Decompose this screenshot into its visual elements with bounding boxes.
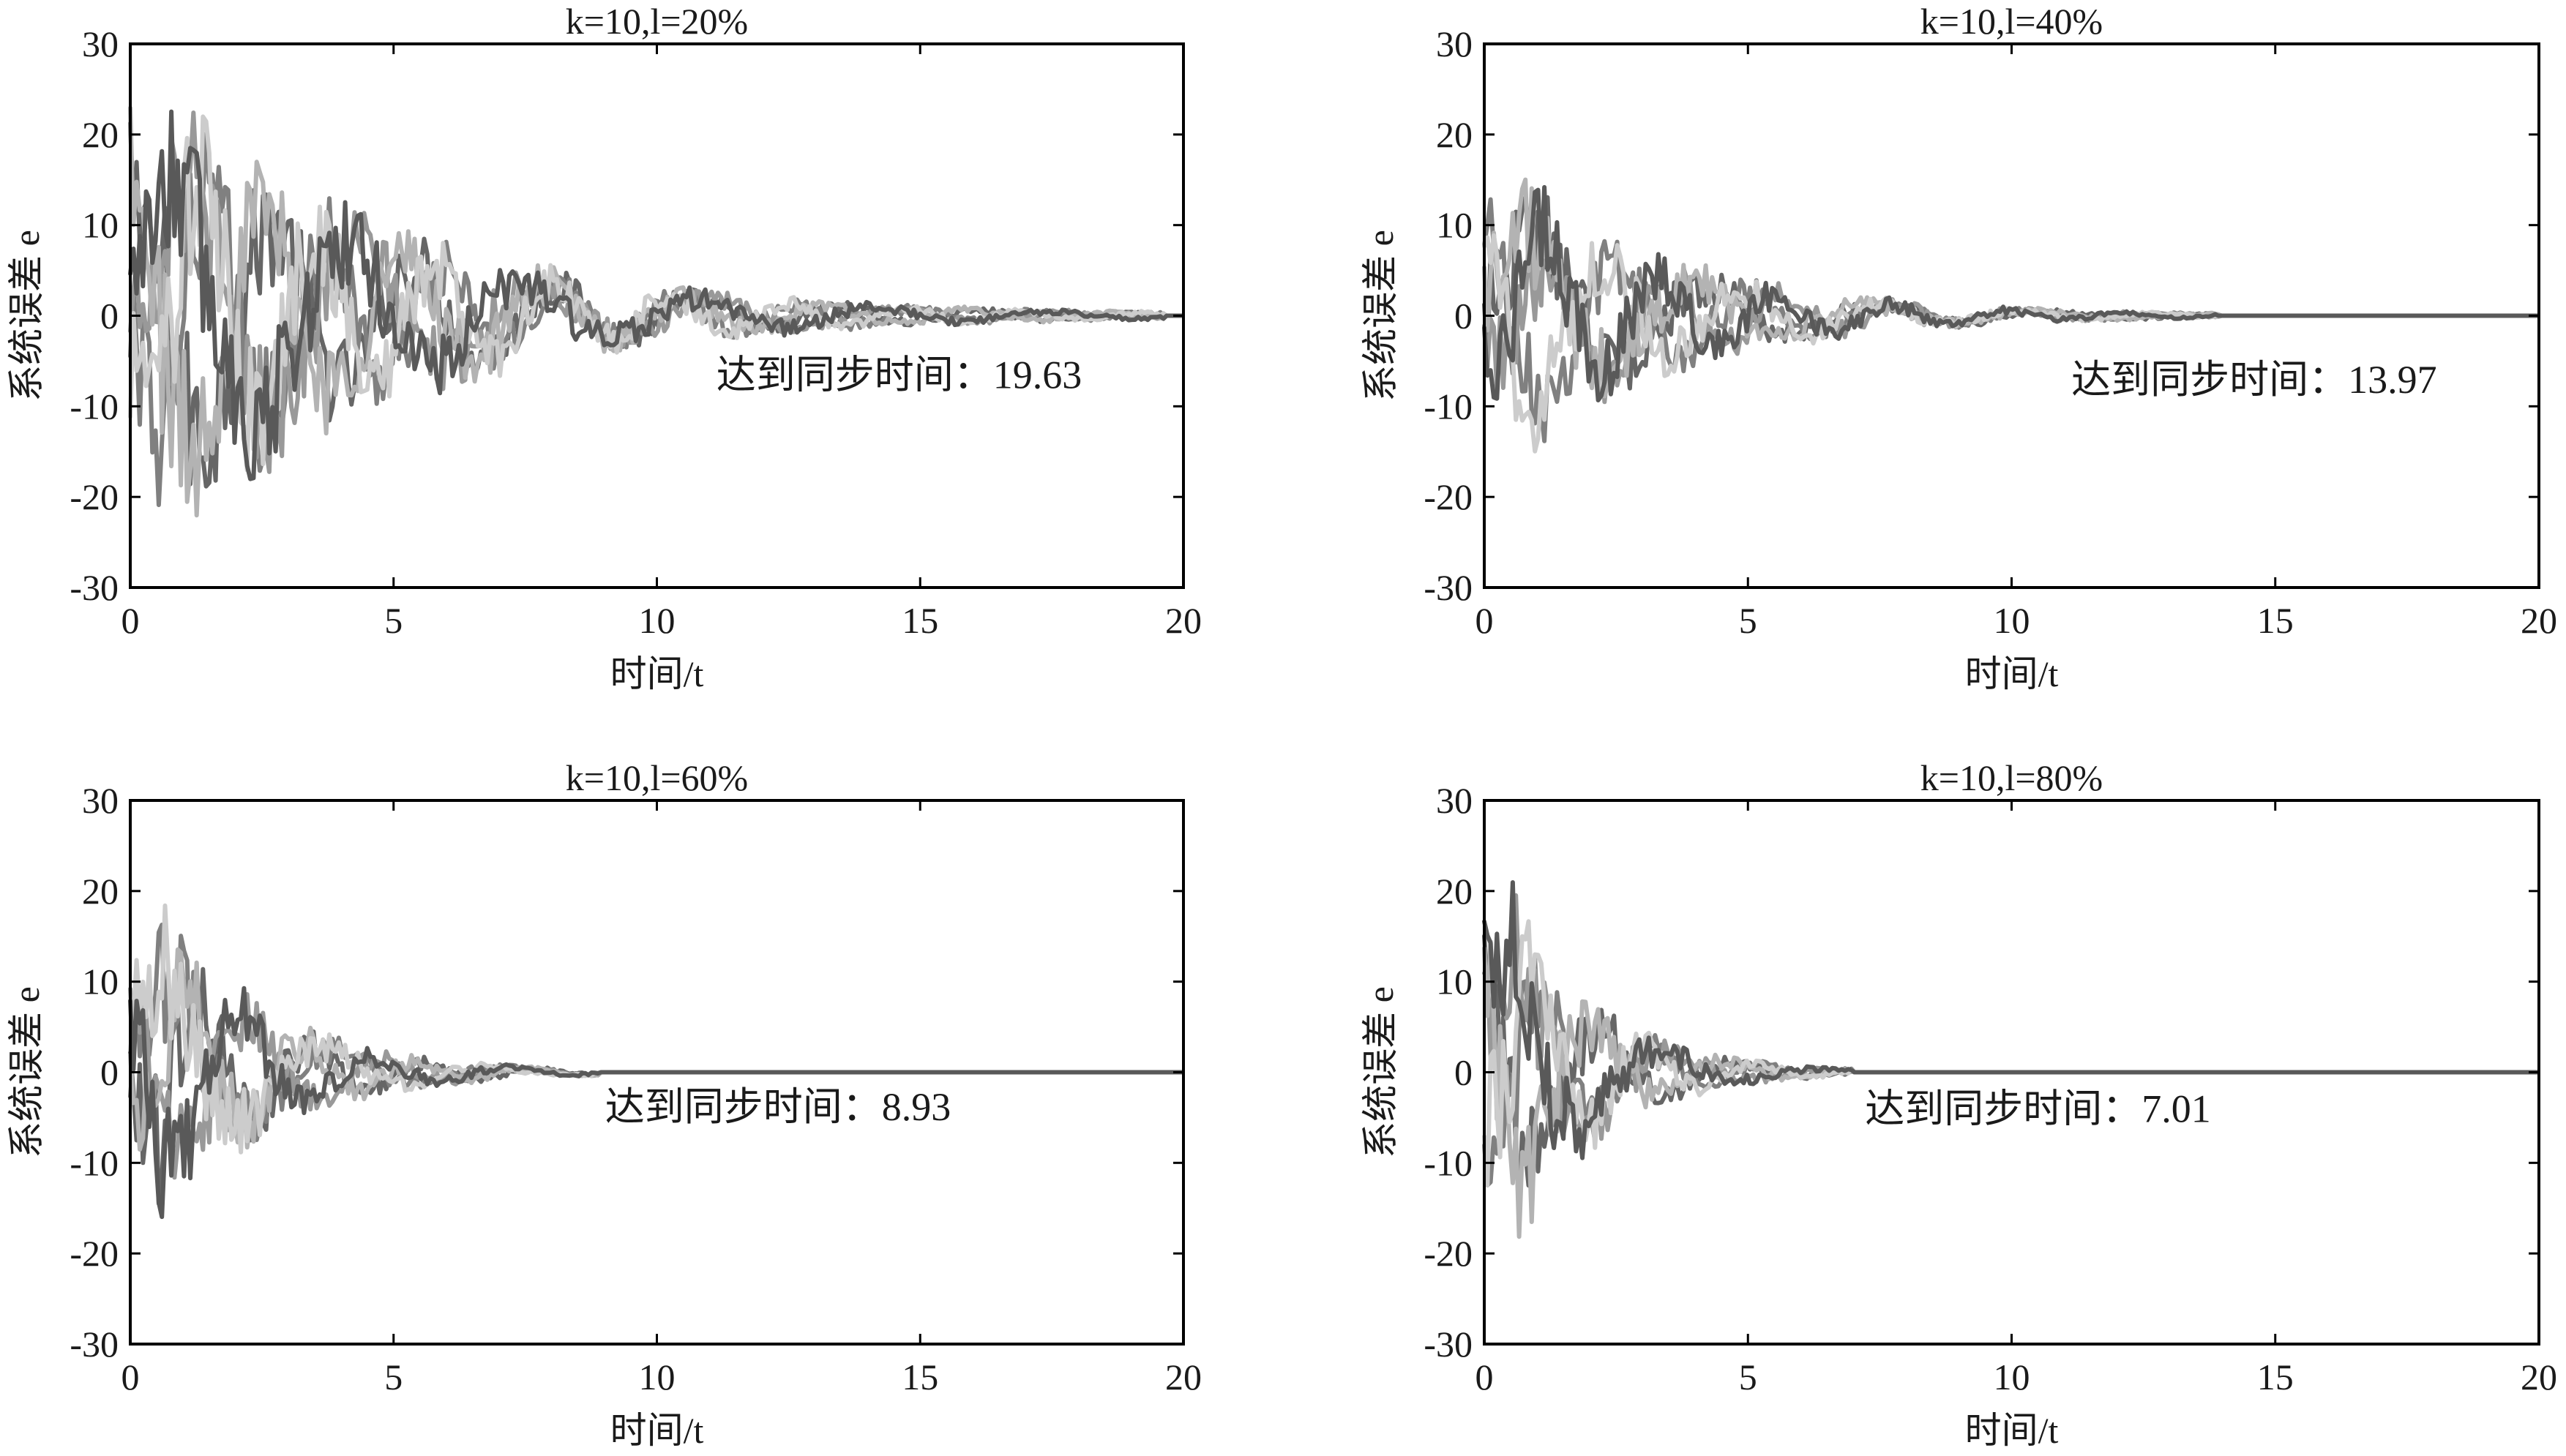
- y-tick-label: -10: [70, 386, 119, 427]
- x-tick-label: 0: [1475, 1356, 1494, 1397]
- y-tick-label: 0: [100, 1052, 119, 1093]
- x-axis-label: 时间/t: [1965, 1410, 2059, 1451]
- series-line-6: [128, 986, 1185, 1220]
- y-tick-label: 30: [82, 23, 119, 64]
- x-tick-label: 10: [1994, 600, 2030, 641]
- series-line-6: [1482, 184, 2540, 402]
- y-tick-label: -30: [1424, 567, 1473, 608]
- x-tick-label: 15: [902, 600, 938, 641]
- x-tick-label: 5: [1739, 1356, 1757, 1397]
- series-line-5: [128, 114, 1185, 473]
- y-axis-label: 系统误差 e: [6, 230, 47, 402]
- subplot-4: 0 5 10 15 20 30 20 10 0 -10 -20 -30 k=10,l=80% 时间/t 系统…: [1360, 757, 2557, 1451]
- x-tick-label: 15: [2257, 1356, 2294, 1397]
- x-tick-label: 15: [2257, 600, 2294, 641]
- y-tick-label: 20: [82, 114, 119, 155]
- subplot-3: 0 5 10 15 20 30 20 10 0 -10 -20 -30 k=10,l=60% 时间/t 系统…: [6, 757, 1202, 1451]
- y-tick-label: 0: [100, 296, 119, 337]
- y-tick-label: -30: [1424, 1324, 1473, 1365]
- y-tick-label: -30: [70, 1324, 119, 1365]
- y-tick-label: 0: [1454, 1052, 1473, 1093]
- y-tick-label: 30: [82, 780, 119, 821]
- y-tick-label: 20: [1436, 114, 1473, 155]
- y-tick-label: -20: [70, 476, 119, 517]
- y-tick-label: 20: [82, 871, 119, 912]
- x-tick-label: 20: [2521, 600, 2557, 641]
- y-tick-label: -20: [70, 1233, 119, 1274]
- y-tick-label: 10: [1436, 961, 1473, 1002]
- x-tick-label: 0: [121, 1356, 140, 1397]
- chart-title: k=10,l=40%: [1920, 1, 2103, 42]
- y-tick-label: 10: [82, 961, 119, 1002]
- y-tick-label: 0: [1454, 296, 1473, 337]
- x-tick-label: 10: [639, 600, 676, 641]
- series-line-6: [128, 109, 1185, 481]
- sync-time-annotation: 达到同步时间：19.63: [717, 353, 1082, 397]
- y-tick-label: -10: [1424, 386, 1473, 427]
- sync-time-annotation: 达到同步时间：13.97: [2071, 358, 2437, 402]
- x-tick-label: 5: [1739, 600, 1757, 641]
- x-tick-label: 5: [384, 600, 403, 641]
- y-tick-label: -10: [1424, 1142, 1473, 1183]
- x-axis-label: 时间/t: [610, 1410, 704, 1451]
- x-tick-label: 15: [902, 1356, 938, 1397]
- y-tick-label: -20: [1424, 476, 1473, 517]
- chart-title: k=10,l=80%: [1920, 757, 2103, 798]
- x-axis-label: 时间/t: [1965, 653, 2059, 694]
- sync-time-annotation: 达到同步时间：7.01: [1865, 1087, 2211, 1131]
- x-tick-label: 20: [1165, 1356, 1202, 1397]
- subplot-2: 0 5 10 15 20 30 20 10 0 -10 -20 -30 k=10,l=40% 时间/t 系统…: [1360, 1, 2557, 694]
- x-tick-label: 20: [1165, 600, 1202, 641]
- y-tick-label: 10: [1436, 205, 1473, 246]
- y-tick-label: 20: [1436, 871, 1473, 912]
- y-tick-label: 10: [82, 205, 119, 246]
- chart-title: k=10,l=60%: [566, 757, 748, 798]
- x-axis-label: 时间/t: [610, 653, 704, 694]
- y-axis-label: 系统误差 e: [1360, 230, 1401, 402]
- x-tick-label: 10: [1994, 1356, 2030, 1397]
- x-tick-label: 0: [1475, 600, 1494, 641]
- x-tick-label: 10: [639, 1356, 676, 1397]
- y-tick-label: 30: [1436, 780, 1473, 821]
- chart-title: k=10,l=20%: [566, 1, 748, 42]
- x-tick-label: 20: [2521, 1356, 2557, 1397]
- y-tick-label: -30: [70, 567, 119, 608]
- subplot-1: 0 5 10 15 20 30 20 10 0 -10 -20 -30 k=10,l=20% 时间/t 系统…: [6, 1, 1202, 694]
- y-axis-label: 系统误差 e: [1360, 986, 1401, 1158]
- y-tick-label: -10: [70, 1142, 119, 1183]
- series-line-6: [1482, 880, 2540, 1160]
- x-tick-label: 0: [121, 600, 140, 641]
- x-tick-label: 5: [384, 1356, 403, 1397]
- y-axis-label: 系统误差 e: [6, 986, 47, 1158]
- sync-time-annotation: 达到同步时间：8.93: [605, 1085, 951, 1129]
- y-tick-label: 30: [1436, 23, 1473, 64]
- y-tick-label: -20: [1424, 1233, 1473, 1274]
